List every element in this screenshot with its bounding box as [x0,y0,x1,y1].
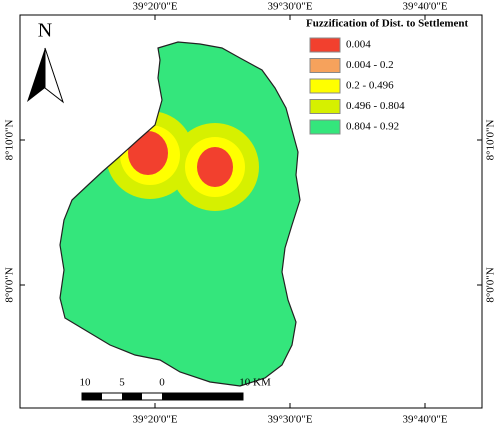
coord-label: 8°10'0"N [4,120,16,161]
coord-label: 8°0'0"N [485,267,497,302]
scale-label: 10 KM [239,377,271,389]
legend-title: Fuzzification of Dist. to Settlement [306,18,469,30]
coord-label: 39°40'0"E [402,414,447,426]
legend-label: 0.2 - 0.496 [346,80,394,92]
coord-label: 39°40'0"E [402,1,447,13]
legend-label: 0.496 - 0.804 [346,100,405,112]
coord-label: 39°30'0"E [267,1,312,13]
coord-label: 39°20'0"E [132,414,177,426]
legend-label: 0.804 - 0.92 [346,121,399,133]
coord-label: 8°10'0"N [485,120,497,161]
coord-label: 39°30'0"E [267,414,312,426]
legend-label: 0.004 [346,39,371,51]
north-arrow [27,48,45,102]
coord-label: 8°0'0"N [4,267,16,302]
coord-label: 39°20'0"E [132,1,177,13]
scale-label: 5 [119,377,125,389]
legend-label: 0.004 - 0.2 [346,59,394,71]
legend-swatch [309,78,341,94]
scale-label: 0 [159,377,165,389]
legend-swatch [309,119,341,135]
legend-swatch [309,99,341,114]
graticule-ticks [20,15,482,408]
north-arrow [44,47,64,104]
scale-label: 10 [80,377,92,389]
scale-bar: 10 5 0 10 KM [80,377,271,401]
legend: Fuzzification of Dist. to Settlement 0.0… [306,18,469,135]
north-label: N [38,20,52,42]
legend-swatch [309,37,341,53]
legend-swatch [309,58,341,73]
